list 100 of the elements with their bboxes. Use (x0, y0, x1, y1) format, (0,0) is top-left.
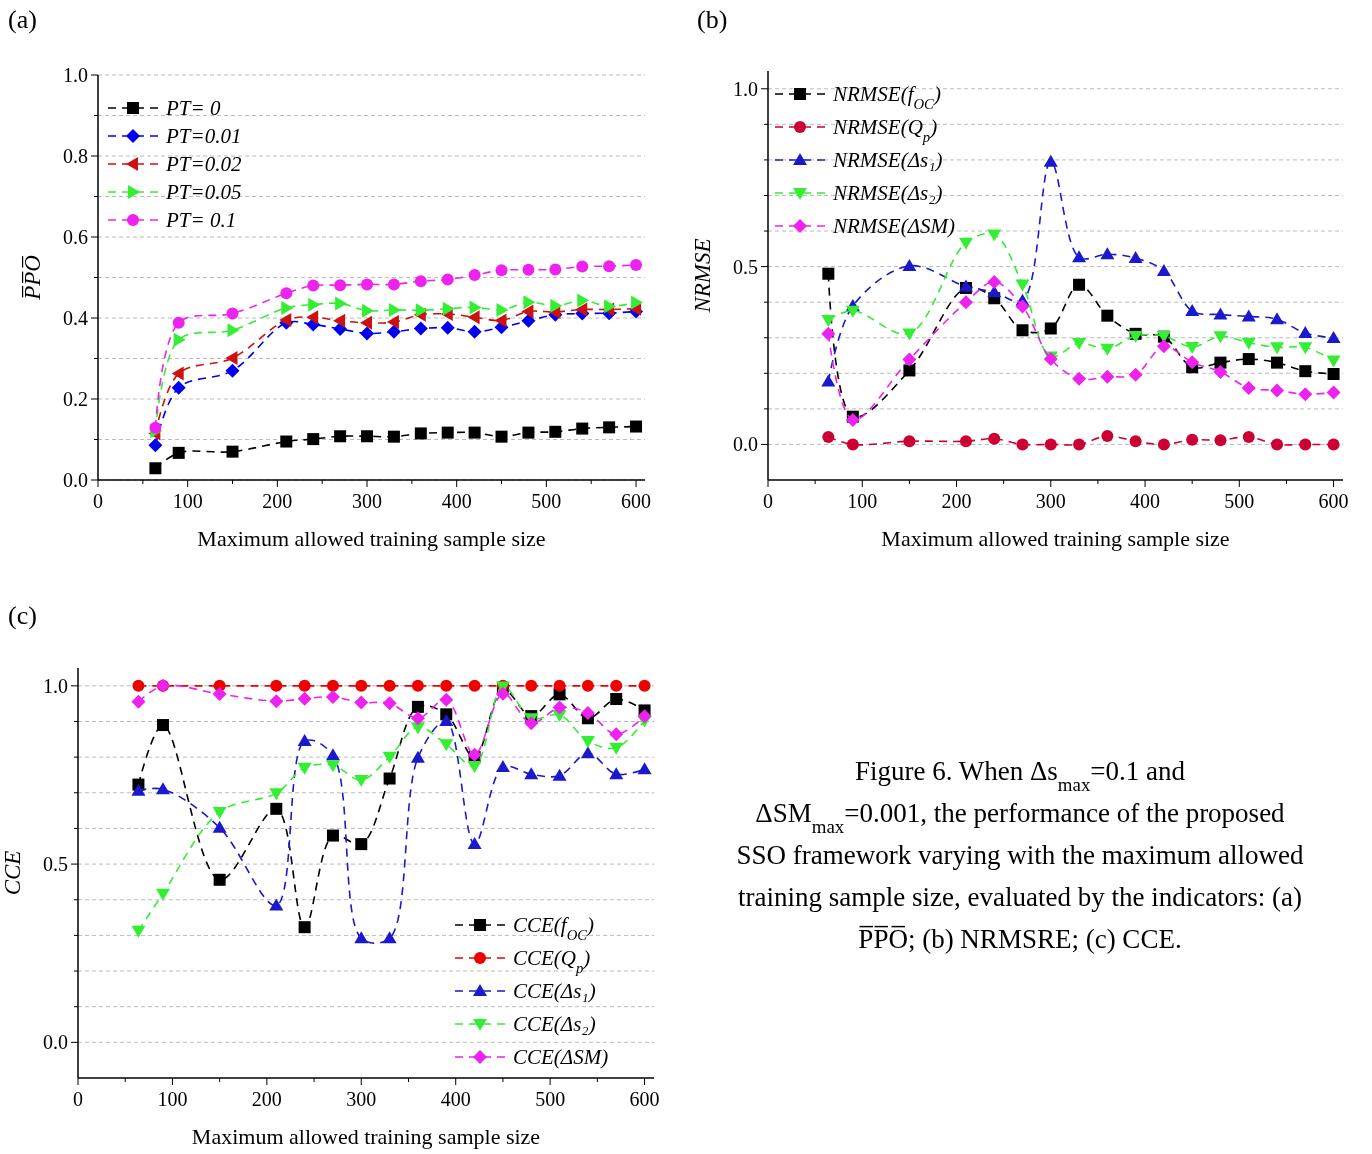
point (414, 275, 427, 288)
point (326, 829, 339, 842)
point (1270, 312, 1285, 325)
point (171, 380, 186, 395)
point (1326, 331, 1341, 344)
point (524, 716, 539, 731)
text: training sample size, evaluated by the indicators: (a) (738, 882, 1302, 912)
point (439, 692, 454, 707)
point (1129, 435, 1142, 448)
point (1186, 433, 1199, 446)
point (441, 426, 454, 439)
point (1270, 383, 1285, 398)
point (325, 760, 340, 773)
point (386, 315, 399, 330)
x-tick-label: 200 (251, 1088, 282, 1110)
point (172, 446, 185, 459)
legend-label: PT=0.01 (165, 124, 242, 148)
point (1100, 247, 1115, 260)
point (988, 432, 1001, 445)
point (522, 426, 535, 439)
point (609, 767, 624, 780)
x-axis-title: Maximum allowed training sample size (197, 526, 546, 551)
point (523, 295, 536, 310)
point (441, 273, 454, 286)
x-tick-label: 300 (346, 1088, 377, 1110)
point (1241, 309, 1256, 322)
point (155, 782, 170, 795)
point (603, 260, 616, 273)
point (439, 739, 454, 752)
point (467, 747, 482, 762)
point (549, 263, 562, 276)
point (495, 430, 508, 443)
point (637, 709, 652, 724)
point (902, 328, 917, 341)
point (269, 788, 284, 801)
point (213, 873, 226, 886)
point (280, 287, 293, 300)
text: SSO framework varying with the maximum allowed (736, 840, 1304, 870)
y-tick-label: 0.0 (63, 469, 88, 491)
x-tick-label: 500 (531, 490, 562, 512)
point (1128, 367, 1143, 382)
point (987, 229, 1002, 242)
point (902, 258, 917, 271)
point (415, 303, 428, 318)
point (225, 351, 238, 366)
point (212, 687, 227, 702)
point (360, 326, 375, 341)
point (306, 310, 319, 325)
point (1016, 324, 1029, 337)
text: (a) (8, 5, 37, 34)
point (1326, 355, 1341, 368)
point (580, 746, 595, 759)
point (903, 435, 916, 448)
point (468, 269, 481, 282)
point (1073, 438, 1086, 451)
point (149, 421, 162, 434)
point (171, 366, 184, 381)
point (131, 694, 146, 709)
point (297, 762, 312, 775)
point (958, 237, 973, 250)
y-tick-label: 0.5 (733, 255, 758, 278)
legend-label: CCE(Δs₁) (513, 979, 596, 1003)
point (1298, 326, 1313, 339)
point (630, 258, 643, 271)
point (387, 278, 400, 291)
y-tick-label: 1.0 (43, 674, 68, 697)
point (333, 313, 346, 328)
x-tick-label: 100 (847, 490, 878, 512)
point (1242, 430, 1255, 443)
point (1299, 365, 1312, 378)
point (1271, 438, 1284, 451)
point (226, 307, 239, 320)
point (1271, 356, 1284, 369)
point (845, 305, 860, 318)
point (609, 742, 624, 755)
x-tick-label: 400 (440, 1088, 471, 1110)
point (155, 888, 170, 901)
text: (c) (8, 601, 37, 630)
point (987, 274, 1002, 289)
point (298, 921, 311, 934)
point (1327, 368, 1340, 381)
point (522, 263, 535, 276)
point (225, 363, 240, 378)
x-tick-label: 0 (93, 490, 103, 512)
point (354, 931, 369, 944)
point (1100, 343, 1115, 356)
point (308, 297, 321, 312)
point (354, 774, 369, 787)
point (821, 326, 836, 341)
point (902, 352, 917, 367)
point (1044, 322, 1057, 335)
point (552, 768, 567, 781)
point (325, 689, 340, 704)
point (148, 438, 163, 453)
point (388, 302, 401, 317)
y-tick-label: 0.8 (63, 145, 88, 167)
y-tick-label: 0.0 (43, 1031, 68, 1054)
point (1270, 342, 1285, 355)
point (467, 324, 482, 339)
point (270, 802, 283, 815)
